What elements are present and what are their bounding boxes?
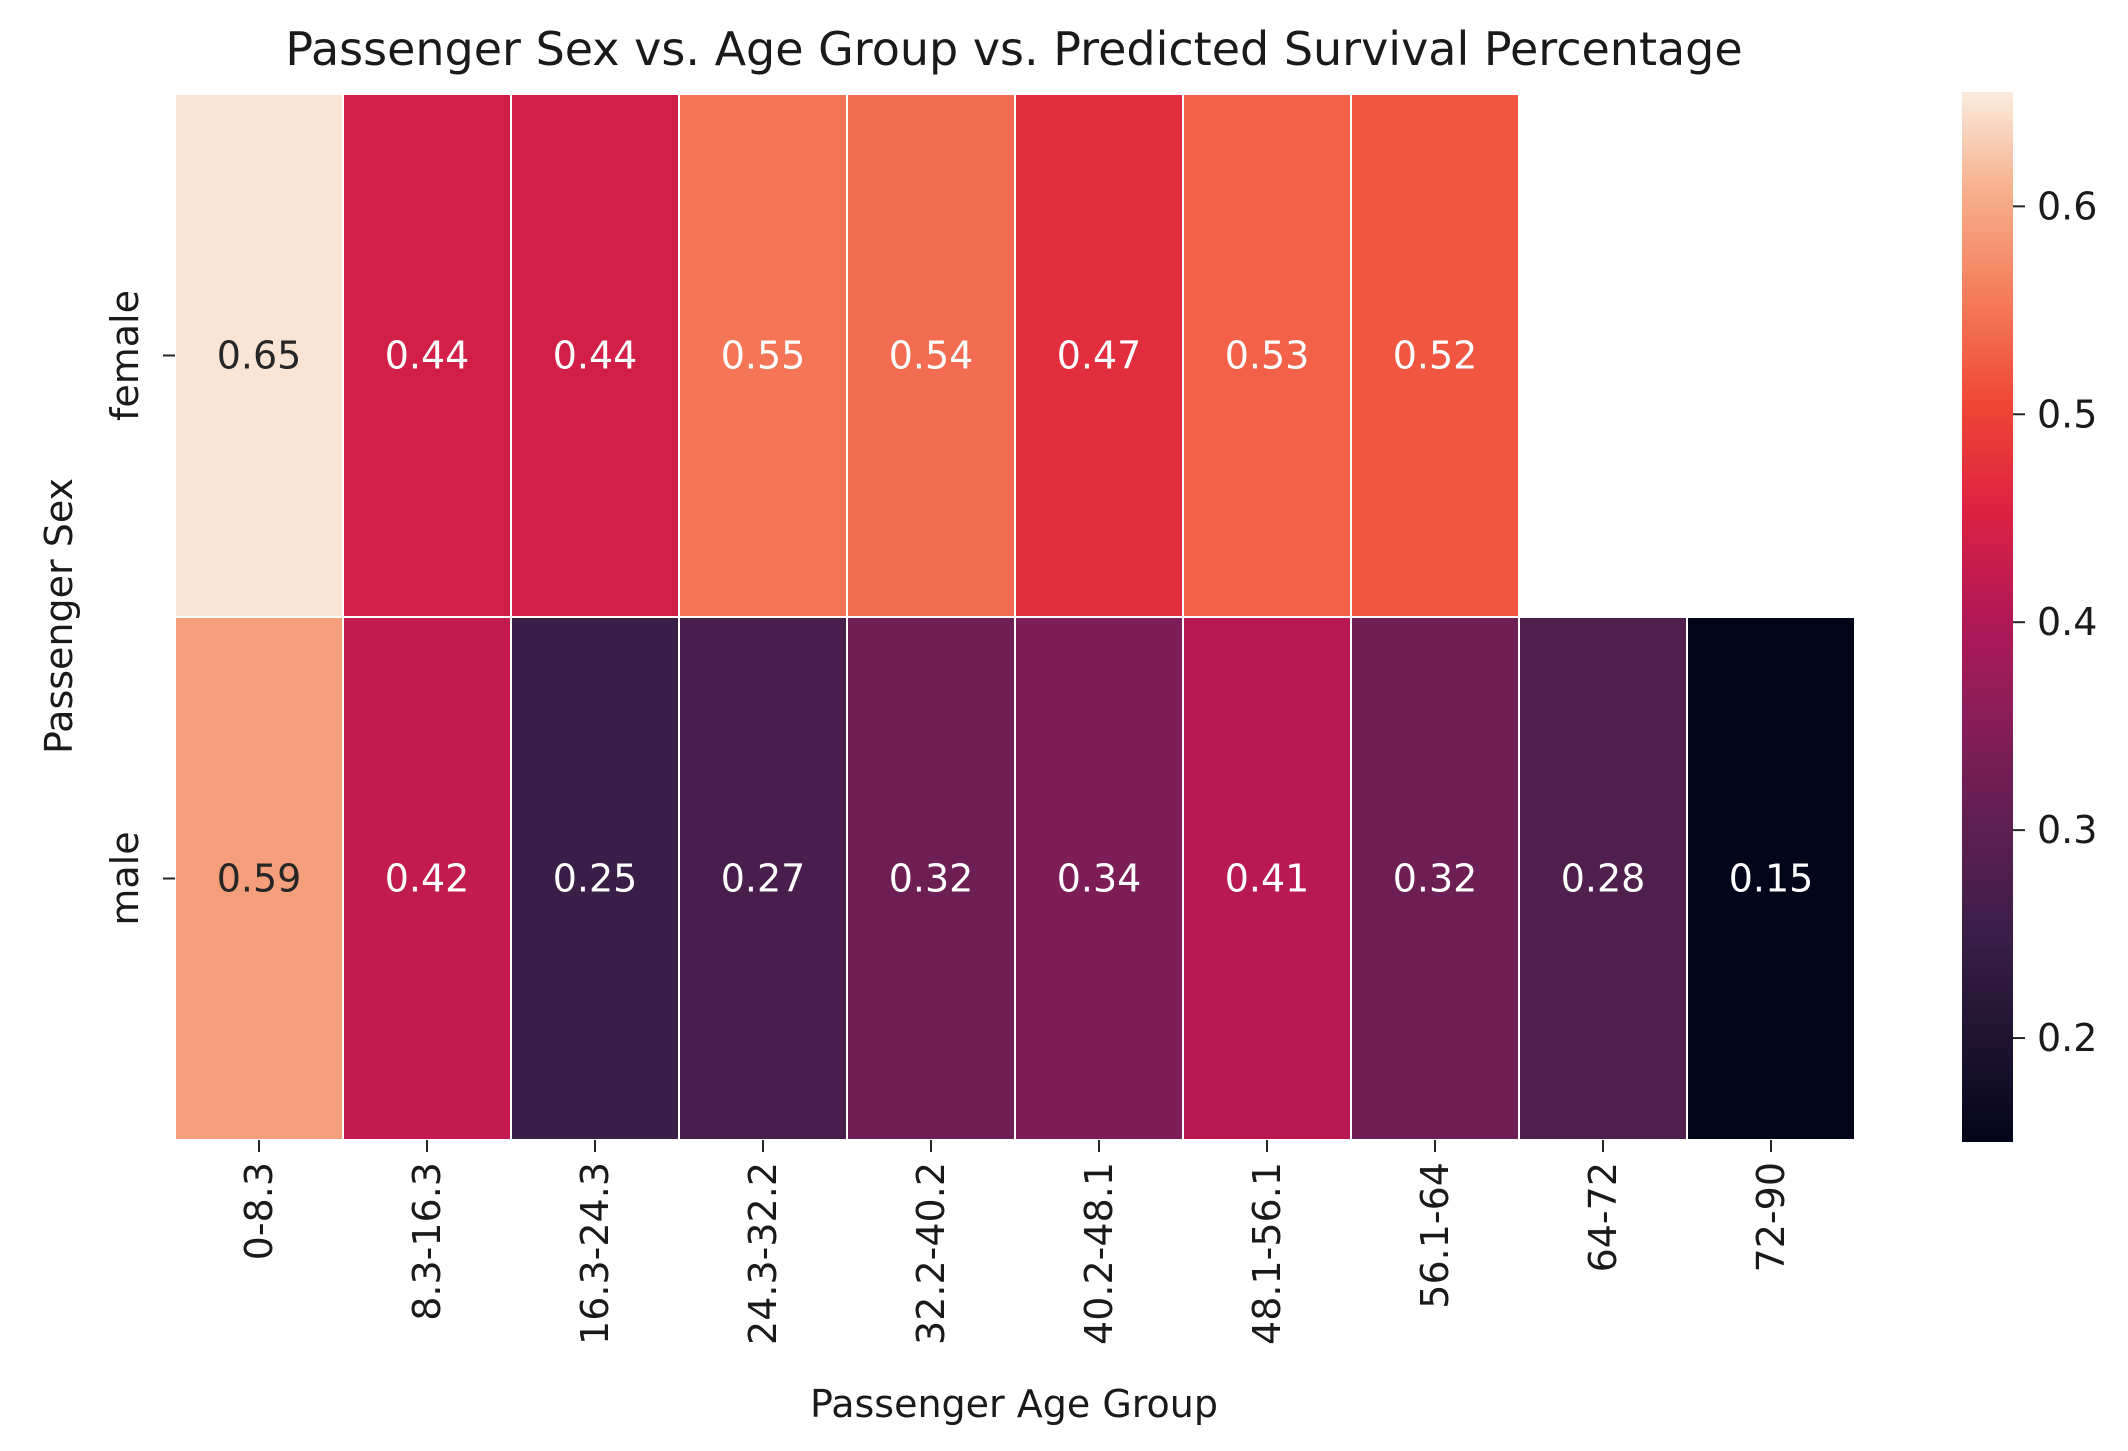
x-tick-label: 40.2-48.1 bbox=[1077, 1162, 1121, 1345]
cell-value-label: 0.53 bbox=[1225, 334, 1310, 378]
heatmap-cell-female-40.2-48.1 bbox=[1014, 93, 1184, 618]
heatmap-cell-male-8.3-16.3 bbox=[342, 616, 512, 1141]
cell-value-label: 0.47 bbox=[1057, 334, 1142, 378]
colorbar-tick-label: 0.5 bbox=[2037, 392, 2097, 436]
colorbar-tick-label: 0.3 bbox=[2037, 808, 2097, 852]
heatmap-cell-female-8.3-16.3 bbox=[342, 93, 512, 618]
x-tick-label: 24.3-32.2 bbox=[741, 1162, 785, 1345]
x-tick-label: 32.2-40.2 bbox=[909, 1162, 953, 1345]
cell-value-label: 0.42 bbox=[385, 857, 470, 901]
y-tick-label: male bbox=[103, 831, 147, 925]
heatmap-cell-female-24.3-32.2 bbox=[678, 93, 848, 618]
x-tick-label: 72-90 bbox=[1749, 1162, 1793, 1272]
colorbar-tick-label: 0.4 bbox=[2037, 600, 2097, 644]
y-axis: female male bbox=[103, 290, 175, 926]
colorbar-tick-label: 0.2 bbox=[2037, 1016, 2097, 1060]
heatmap-cell-male-24.3-32.2 bbox=[678, 616, 848, 1141]
cell-value-label: 0.52 bbox=[1393, 334, 1478, 378]
heatmap-cell-male-64-72 bbox=[1518, 616, 1688, 1141]
x-tick-label: 8.3-16.3 bbox=[405, 1162, 449, 1321]
heatmap-cell-male-40.2-48.1 bbox=[1014, 616, 1184, 1141]
cell-value-label: 0.32 bbox=[889, 857, 974, 901]
cell-value-label: 0.28 bbox=[1561, 857, 1646, 901]
cell-value-label: 0.59 bbox=[217, 857, 302, 901]
heatmap-cell-male-48.1-56.1 bbox=[1182, 616, 1352, 1141]
cell-value-label: 0.25 bbox=[553, 857, 638, 901]
x-tick-label: 56.1-64 bbox=[1413, 1162, 1457, 1309]
x-tick-label: 0-8.3 bbox=[237, 1162, 281, 1260]
cell-value-label: 0.41 bbox=[1225, 857, 1310, 901]
cell-value-label: 0.44 bbox=[553, 334, 638, 378]
heatmap-cells bbox=[174, 93, 1856, 1141]
x-axis-label: Passenger Age Group bbox=[810, 1382, 1218, 1426]
cell-value-label: 0.27 bbox=[721, 857, 806, 901]
y-axis-label: Passenger Sex bbox=[37, 478, 81, 754]
heatmap-cell-male-72-90 bbox=[1686, 616, 1856, 1141]
heatmap-cell-female-0-8.3 bbox=[174, 93, 344, 618]
cell-value-label: 0.65 bbox=[217, 334, 302, 378]
heatmap-cell-male-32.2-40.2 bbox=[846, 616, 1016, 1141]
heatmap-cell-female-32.2-40.2 bbox=[846, 93, 1016, 618]
heatmap-cell-female-56.1-64 bbox=[1350, 93, 1520, 618]
y-tick-label: female bbox=[103, 290, 147, 421]
heatmap-cell-female-16.3-24.3 bbox=[510, 93, 680, 618]
colorbar-tick-label: 0.6 bbox=[2037, 184, 2097, 228]
heatmap-cell-male-56.1-64 bbox=[1350, 616, 1520, 1141]
x-tick-label: 16.3-24.3 bbox=[573, 1162, 617, 1345]
colorbar: 0.2 0.3 0.4 0.5 0.6 bbox=[1962, 92, 2097, 1142]
cell-value-label: 0.44 bbox=[385, 334, 470, 378]
cell-value-label: 0.34 bbox=[1057, 857, 1142, 901]
chart-title: Passenger Sex vs. Age Group vs. Predicte… bbox=[285, 22, 1742, 76]
cell-value-label: 0.15 bbox=[1729, 857, 1814, 901]
cell-value-label: 0.54 bbox=[889, 334, 974, 378]
x-tick-label: 64-72 bbox=[1581, 1162, 1625, 1272]
x-tick-label: 48.1-56.1 bbox=[1245, 1162, 1289, 1345]
colorbar-gradient bbox=[1962, 92, 2013, 1142]
cell-value-labels: 0.65 0.44 0.44 0.55 0.54 0.47 0.53 0.52 0.59 0.42… bbox=[217, 334, 1814, 901]
cell-value-label: 0.55 bbox=[721, 334, 806, 378]
x-axis: 0-8.3 8.3-16.3 16.3-24.3 24.3-32.2 32.2-40.2… bbox=[237, 1140, 1793, 1345]
cell-value-label: 0.32 bbox=[1393, 857, 1478, 901]
